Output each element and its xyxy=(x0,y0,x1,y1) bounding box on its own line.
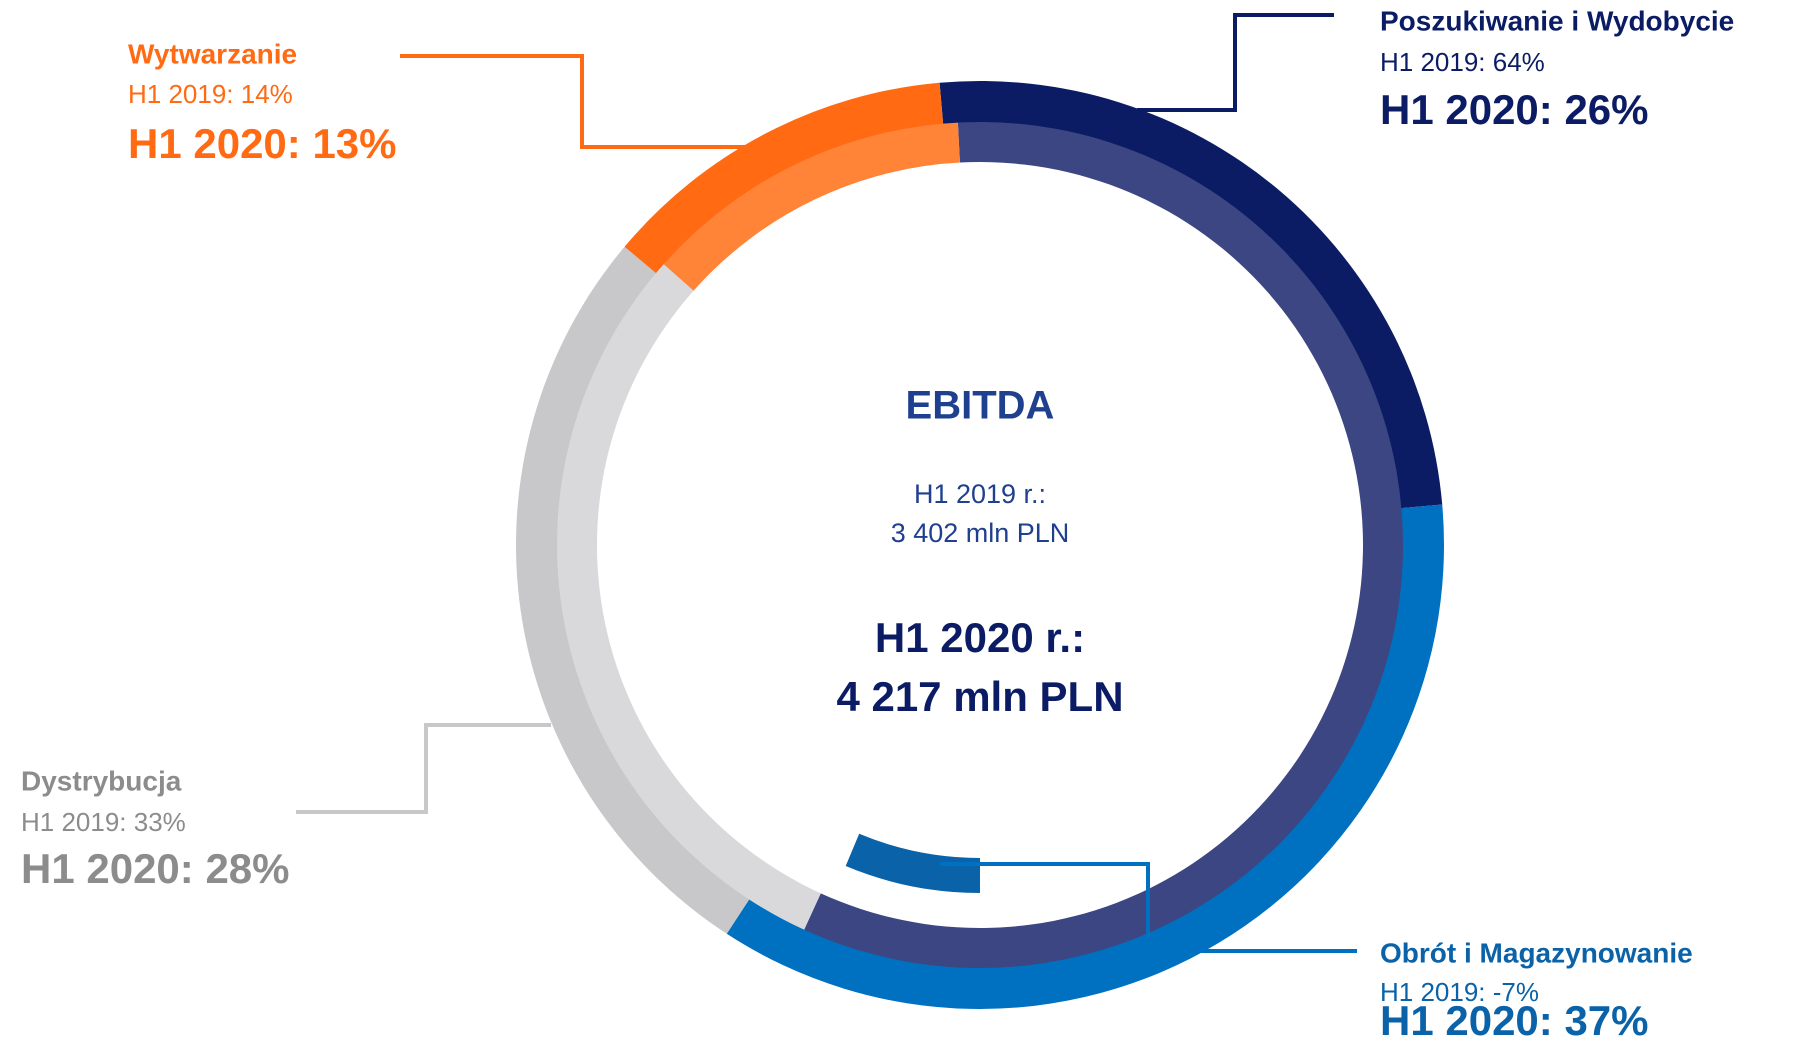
curr-value-label: H1 2020: 37% xyxy=(1380,997,1649,1044)
center-total: 4 217 mln PLN xyxy=(836,673,1123,720)
donut-segment xyxy=(624,82,944,274)
label-group: Wytwarzanie H1 2019: 14% H1 2020: 13% xyxy=(128,38,397,167)
prev-value-label: H1 2019: 33% xyxy=(21,807,186,837)
donut-segment xyxy=(845,833,980,893)
prev-value-label: H1 2019: -7% xyxy=(1380,977,1539,1007)
donut xyxy=(516,81,1444,1010)
prev-value-label: H1 2019: 14% xyxy=(128,79,293,109)
curr-value-label: H1 2020: 28% xyxy=(21,845,290,892)
category-label: Poszukiwanie i Wydobycie xyxy=(1380,5,1734,36)
category-label: Dystrybucja xyxy=(21,765,182,796)
label-group: Poszukiwanie i Wydobycie H1 2019: 64% H1… xyxy=(1380,5,1734,133)
leader-line xyxy=(940,862,1357,953)
label-group: Dystrybucja H1 2019: 33% H1 2020: 28% xyxy=(21,765,290,892)
donut-segment xyxy=(939,81,1443,509)
leader-line xyxy=(296,723,551,814)
leader-line xyxy=(1137,13,1334,112)
label-group: Obrót i Magazynowanie H1 2019: -7% H1 20… xyxy=(1380,937,1693,1044)
donut-segment xyxy=(662,121,960,291)
chart-title: EBITDA xyxy=(906,384,1055,428)
leader-line xyxy=(400,54,754,149)
donut-segment xyxy=(726,504,1444,1010)
donut-segment xyxy=(516,246,750,934)
center-subtitle: 3 402 mln PLN xyxy=(891,518,1070,548)
center-total: H1 2020 r.: xyxy=(875,614,1085,661)
donut-segment xyxy=(555,263,821,931)
curr-value-label: H1 2020: 13% xyxy=(128,120,397,167)
prev-value-label: H1 2019: 64% xyxy=(1380,47,1545,77)
curr-value-label: H1 2020: 26% xyxy=(1380,86,1649,133)
category-label: Obrót i Magazynowanie xyxy=(1380,937,1693,968)
category-label: Wytwarzanie xyxy=(128,38,297,69)
center-subtitle: H1 2019 r.: xyxy=(914,479,1046,509)
